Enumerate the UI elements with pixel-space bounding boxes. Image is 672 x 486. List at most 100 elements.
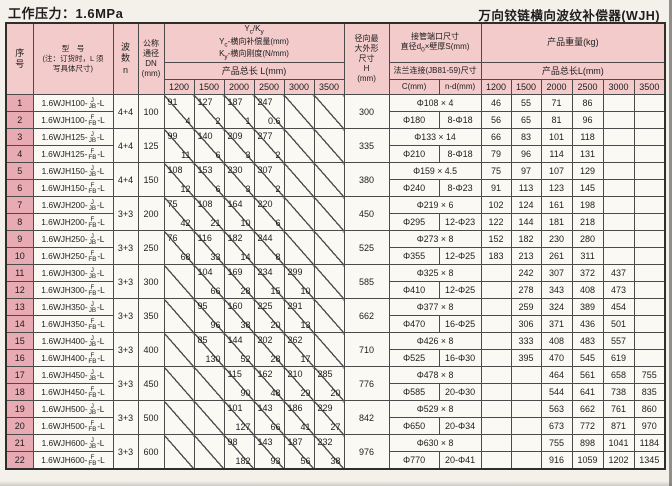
model-variant-top: J: [90, 164, 94, 172]
model-suffix: -L: [97, 98, 105, 109]
lateral-compensation-value: 115: [227, 369, 242, 380]
yc-ky-cell: 98 182: [223, 434, 255, 470]
weight-cell: [602, 179, 635, 198]
lateral-stiffness-value: [315, 250, 343, 264]
weight-cell: [633, 281, 666, 300]
dn-cell: 300: [137, 264, 165, 300]
yc-ky-cell: 76 68: [163, 230, 195, 266]
weight-cell: [633, 247, 666, 266]
flange-c-cell: Φ240: [388, 179, 440, 198]
model-suffix: -L: [97, 251, 105, 262]
yc-ky-cell: [313, 264, 345, 300]
weight-cell: 311: [571, 247, 604, 266]
weight-cell: 470: [540, 349, 573, 368]
lateral-stiffness-value: [195, 386, 223, 400]
dn-cell: 200: [137, 196, 165, 232]
weight-cell: [633, 264, 666, 283]
yc-ky-cell: [193, 366, 225, 402]
lateral-stiffness-value: 38: [240, 320, 251, 331]
lateral-compensation-value: 164: [227, 199, 243, 210]
lateral-stiffness-value: [165, 318, 193, 332]
model-cell: 1.6WJH150- J JB -L: [32, 162, 114, 181]
weight-cell: 544: [540, 383, 573, 402]
model-variant-top: J: [90, 368, 94, 376]
weight-cell: 970: [633, 417, 666, 436]
weight-cell: 213: [510, 247, 542, 266]
weight-cell: 56: [480, 111, 512, 130]
model-suffix: -L: [97, 149, 105, 160]
lateral-stiffness-value: 2: [215, 116, 221, 127]
yc-ky-cell: 230 3: [223, 162, 255, 198]
weight-cell: 97: [510, 162, 542, 181]
lateral-compensation-value: 285: [317, 369, 333, 380]
model-variant-stack: F FB: [88, 250, 97, 264]
model-prefix: 1.6WJH350-: [41, 319, 88, 330]
wave-count-cell: 3+3: [112, 298, 139, 334]
table-row: 5 1.6WJH150- J JB -L 4+4 150 108 12 153 6 230 3 307 2 3…: [5, 162, 666, 198]
weight-cell: 96: [510, 145, 542, 164]
lateral-stiffness-value: 15: [270, 286, 281, 297]
h-dimension-cell: 662: [343, 298, 390, 334]
model-variant-bottom: JB: [88, 306, 97, 314]
pipe-size-cell: Φ478 × 8: [388, 366, 482, 385]
lateral-compensation-value: 143: [257, 437, 273, 448]
seq-cell: 1: [5, 94, 34, 113]
weight-cell: 144: [510, 213, 542, 232]
w-col-1200: 1200: [480, 79, 512, 96]
pipe-size-cell: Φ219 × 6: [388, 196, 482, 215]
yc-ky-cell: [313, 162, 345, 198]
yc-ky-cell: [313, 332, 345, 368]
weight-cell: 563: [540, 400, 573, 419]
weight-cell: 395: [510, 349, 542, 368]
lateral-compensation-value: [315, 334, 343, 348]
model-prefix: 1.6WJH300-: [41, 285, 88, 296]
lateral-stiffness-value: 182: [235, 456, 251, 467]
lateral-stiffness-value: 6: [275, 218, 281, 229]
table-body: 1 1.6WJH100- J JB -L 4+4 100 91 4 127 2 187 1 247 0.6 3…: [5, 94, 666, 470]
seq-cell: 4: [5, 145, 34, 164]
lateral-compensation-value: [165, 436, 193, 450]
model-variant-stack: J JB: [89, 368, 96, 383]
pipe-size-cell: Φ108 × 4: [388, 94, 482, 113]
weight-cell: [602, 247, 635, 266]
weight-cell: 1184: [633, 434, 666, 453]
flange-nd-cell: 20-Φ30: [438, 383, 482, 402]
lateral-stiffness-value: 41: [300, 422, 311, 433]
seq-cell: 15: [5, 332, 34, 351]
model-variant-bottom: FB: [88, 255, 97, 263]
lateral-stiffness-value: [165, 420, 193, 434]
weight-cell: 261: [540, 247, 573, 266]
weight-cell: 161: [540, 196, 573, 215]
seq-cell: 8: [5, 213, 34, 232]
model-variant-top: J: [90, 300, 94, 308]
wave-count-cell: 3+3: [112, 434, 139, 470]
yc-ky-cell: 182 14: [223, 230, 255, 266]
weight-cell: 1041: [602, 434, 635, 453]
weight-cell: [480, 298, 512, 317]
lateral-compensation-value: [165, 368, 193, 382]
lateral-stiffness-value: 48: [270, 388, 281, 399]
lateral-compensation-value: 104: [197, 267, 213, 278]
model-suffix: -L: [97, 285, 105, 296]
weight-cell: 772: [571, 417, 604, 436]
lateral-compensation-value: 234: [257, 267, 273, 278]
yc-ky-cell: 234 15: [253, 264, 285, 300]
yc-ky-cell: 262 17: [283, 332, 315, 368]
h-dimension-cell: 300: [343, 94, 390, 130]
model-suffix: -L: [97, 421, 105, 432]
weight-cell: 333: [510, 332, 542, 351]
yc-ky-cell: 91 4: [163, 94, 195, 130]
lateral-stiffness-value: 33: [210, 252, 221, 263]
lateral-stiffness-value: 68: [180, 252, 191, 263]
yc-ky-cell: [283, 162, 315, 198]
flange-c-cell: Φ650: [388, 417, 440, 436]
yc-ky-cell: 143 93: [253, 434, 285, 470]
weight-cell: 483: [571, 332, 604, 351]
model-variant-stack: F FB: [88, 420, 96, 434]
weight-cell: 129: [571, 162, 604, 181]
table-row: 11 1.6WJH300- J JB -L 3+3 300 104 66 169 28 234 15 29…: [5, 264, 666, 300]
weight-cell: 183: [480, 247, 512, 266]
yc-ky-cell: [283, 94, 315, 130]
yc-ky-cell: 187 1: [223, 94, 255, 130]
